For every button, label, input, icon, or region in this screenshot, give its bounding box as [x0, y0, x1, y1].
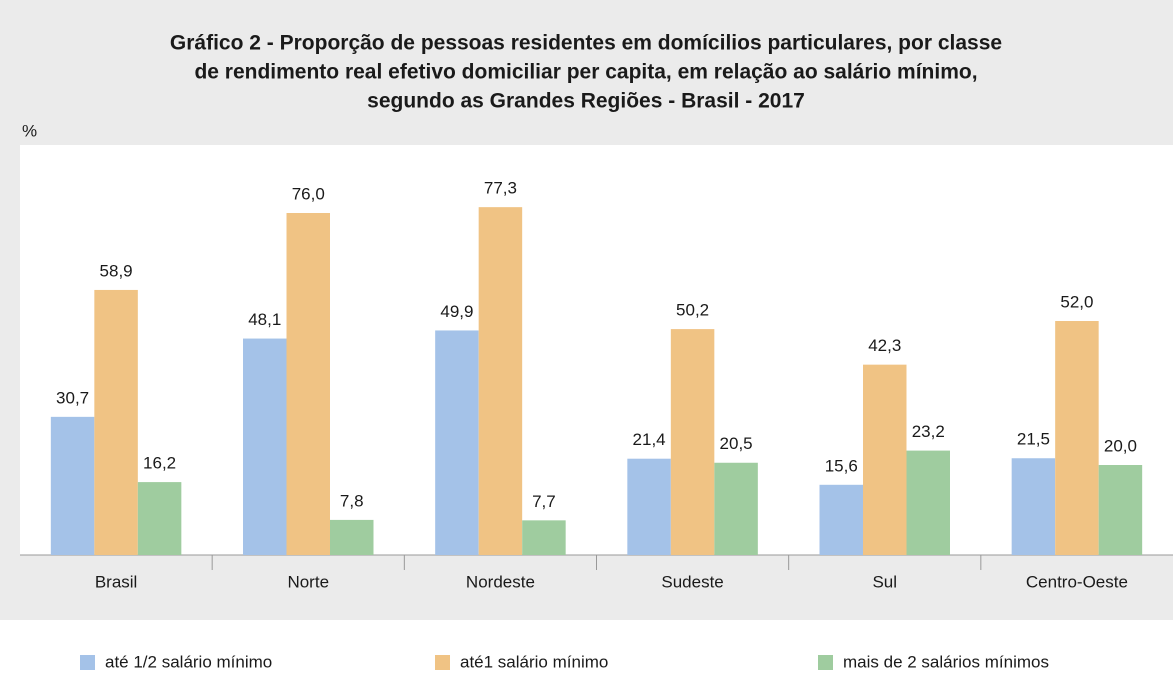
- data-label: 52,0: [1060, 292, 1093, 311]
- chart-title: segundo as Grandes Regiões - Brasil - 20…: [367, 90, 805, 113]
- x-tick-label: Nordeste: [466, 572, 535, 591]
- bar: [50, 416, 95, 555]
- bar: [330, 519, 374, 555]
- x-tick-label: Norte: [287, 572, 329, 591]
- data-label: 7,8: [340, 491, 364, 510]
- data-label: 30,7: [56, 388, 89, 407]
- legend-swatch: [80, 655, 95, 670]
- data-label: 20,0: [1104, 436, 1137, 455]
- data-label: 42,3: [868, 336, 901, 355]
- bar: [522, 520, 566, 555]
- chart-title: de rendimento real efetivo domiciliar pe…: [194, 61, 977, 84]
- data-label: 50,2: [676, 301, 709, 320]
- y-axis-label: %: [22, 121, 37, 140]
- bar: [478, 207, 523, 555]
- bar: [1098, 465, 1143, 555]
- legend-label: até 1/2 salário mínimo: [105, 652, 272, 671]
- data-label: 7,7: [532, 492, 556, 511]
- data-label: 48,1: [248, 310, 281, 329]
- legend-label: mais de 2 salários mínimos: [843, 652, 1049, 671]
- data-label: 77,3: [484, 179, 517, 198]
- data-label: 21,4: [633, 430, 666, 449]
- data-label: 16,2: [143, 454, 176, 473]
- data-label: 15,6: [825, 456, 858, 475]
- data-label: 23,2: [912, 422, 945, 441]
- data-label: 49,9: [440, 302, 473, 321]
- data-label: 76,0: [292, 184, 325, 203]
- bar: [627, 458, 671, 555]
- x-tick-label: Sudeste: [661, 572, 723, 591]
- x-tick-label: Brasil: [95, 572, 138, 591]
- bar: [286, 213, 330, 555]
- legend-label: até1 salário mínimo: [460, 652, 608, 671]
- bar: [435, 330, 479, 555]
- bar: [670, 329, 715, 555]
- legend-swatch: [818, 655, 833, 670]
- bar: [1011, 458, 1056, 555]
- bar: [714, 462, 758, 555]
- data-label: 58,9: [100, 261, 133, 280]
- bar: [243, 338, 287, 555]
- bar: [137, 482, 182, 555]
- legend-swatch: [435, 655, 450, 670]
- plot-area: [20, 145, 1173, 555]
- data-label: 21,5: [1017, 430, 1050, 449]
- bar: [94, 289, 138, 555]
- x-tick-label: Sul: [872, 572, 897, 591]
- bar: [819, 484, 863, 555]
- data-label: 20,5: [720, 434, 753, 453]
- bar: [863, 364, 907, 555]
- bar: [1055, 321, 1099, 555]
- bar: [906, 450, 950, 555]
- x-tick-label: Centro-Oeste: [1026, 572, 1128, 591]
- chart-title: Gráfico 2 - Proporção de pessoas residen…: [170, 32, 1002, 55]
